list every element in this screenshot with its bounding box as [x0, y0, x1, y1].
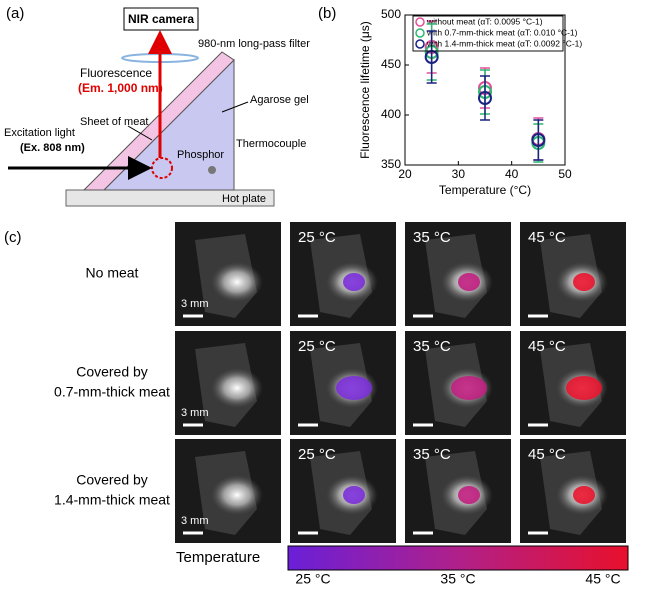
colorbar-label: 45 °C — [585, 571, 620, 587]
legend-label: with 0.7-mm-thick meat (αT: 0.010 °C-1) — [426, 27, 578, 37]
temp-label: 35 °C — [413, 338, 451, 355]
row-label: No meat — [86, 265, 139, 281]
error-bar — [426, 30, 437, 84]
x-tick-label: 30 — [452, 167, 466, 181]
x-tick-label: 40 — [505, 167, 519, 181]
temp-label: 45 °C — [528, 229, 566, 246]
glow — [211, 262, 263, 302]
point — [531, 133, 546, 147]
thermocouple — [208, 166, 216, 174]
row-label: Covered by — [76, 364, 148, 380]
x-tick-label: 50 — [558, 167, 572, 181]
label: Agarose gel — [250, 94, 309, 106]
label: Phosphor — [177, 149, 224, 161]
image-grid: (c) No meat 3 mm 25 °C 35 °C 45 °C Covered by 0… — [4, 222, 629, 587]
leader — [221, 101, 249, 113]
y-tick-label: 350 — [381, 157, 401, 171]
legend-marker — [415, 17, 425, 27]
label: (Ex. 808 nm) — [20, 142, 85, 154]
label: (Em. 1,000 nm) — [78, 81, 163, 95]
legend-marker — [415, 28, 425, 38]
diagram: (a) Hot plate 980-nm long-pass filter NI… — [4, 5, 310, 207]
colorbar — [287, 545, 629, 571]
heat — [343, 273, 365, 291]
panel-label: (a) — [6, 5, 24, 22]
temp-label: 45 °C — [528, 446, 566, 463]
heat — [566, 376, 602, 400]
y-tick-label: 400 — [381, 107, 401, 121]
heat — [458, 486, 480, 504]
y-tick-label: 500 — [381, 7, 401, 21]
label: 980-nm long-pass filter — [198, 38, 310, 50]
panel-label: (b) — [318, 5, 336, 22]
y-tick-label: 450 — [381, 57, 401, 71]
plot-area — [404, 14, 566, 166]
colorbar-label: 35 °C — [440, 571, 475, 587]
scale-label: 3 mm — [181, 298, 209, 310]
row-label: 0.7-mm-thick meat — [54, 384, 170, 400]
colorbar-title: Temperature — [176, 549, 260, 566]
label: Sheet of meat — [80, 116, 149, 128]
x-tick-label: 20 — [398, 167, 412, 181]
heat — [343, 486, 365, 504]
y-axis-label: Fluorescence lifetime (μs) — [358, 21, 372, 159]
label: Fluorescence — [80, 66, 152, 80]
temp-label: 25 °C — [298, 446, 336, 463]
temp-label: 25 °C — [298, 338, 336, 355]
heat — [573, 273, 595, 291]
glow — [211, 368, 263, 408]
label: Hot plate — [222, 193, 266, 205]
legend-marker — [415, 39, 425, 49]
colorbar-label: 25 °C — [295, 571, 330, 587]
scale-label: 3 mm — [181, 515, 209, 527]
heat — [573, 486, 595, 504]
legend-label: without meat (αT: 0.0095 °C-1) — [426, 16, 543, 26]
error-bar — [533, 119, 544, 161]
phosphor — [151, 157, 173, 179]
label: Excitation light — [4, 127, 75, 139]
label: Thermocouple — [236, 138, 306, 150]
point — [478, 91, 492, 105]
legend-box — [412, 15, 564, 52]
row-label: 1.4-mm-thick meat — [54, 492, 170, 508]
error-bar — [480, 75, 490, 121]
glow — [211, 475, 263, 515]
heat — [336, 376, 372, 400]
label: NIR camera — [128, 12, 194, 26]
temp-label: 35 °C — [413, 229, 451, 246]
heat — [458, 273, 480, 291]
row-label: Covered by — [76, 472, 148, 488]
temp-label: 35 °C — [413, 446, 451, 463]
heat — [451, 376, 487, 400]
temp-label: 25 °C — [298, 229, 336, 246]
legend-label: with 1.4-mm-thick meat (αT: 0.0092 °C-1) — [426, 38, 582, 48]
scale-label: 3 mm — [181, 407, 209, 419]
chart: (b) 20 30 40 50 350 400 450 500 Temperature (°C) F… — [318, 5, 582, 197]
x-axis-label: Temperature (°C) — [439, 183, 531, 197]
leader — [127, 125, 153, 141]
temp-label: 45 °C — [528, 338, 566, 355]
panel-label: (c) — [4, 229, 22, 246]
